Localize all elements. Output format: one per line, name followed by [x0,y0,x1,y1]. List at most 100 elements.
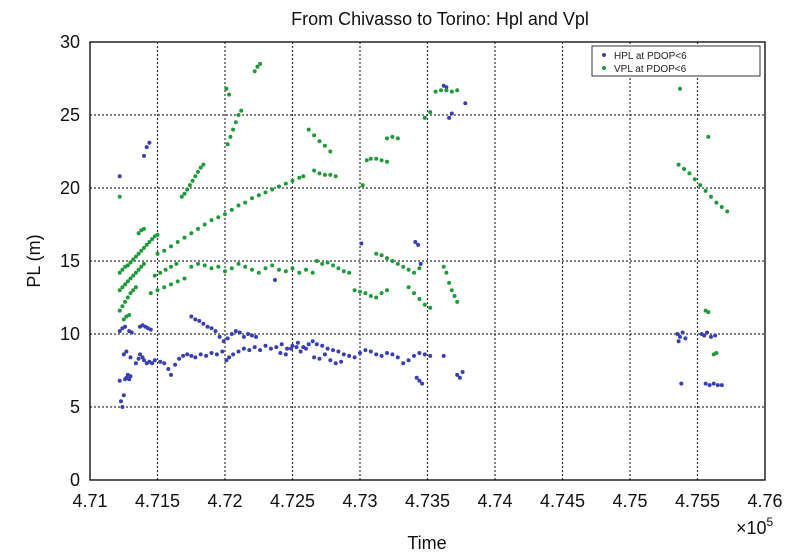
data-point [455,299,460,304]
data-point [169,264,173,269]
data-point [139,248,144,253]
data-point [128,291,133,296]
data-point [155,288,160,293]
data-point [711,381,716,386]
data-point [297,175,302,180]
data-point [705,330,709,335]
data-point [385,288,389,293]
data-point [120,267,125,272]
data-point [703,188,708,193]
data-point [412,291,416,296]
data-point [181,353,186,358]
data-point [139,264,144,269]
data-point [317,356,322,361]
data-point [125,263,130,268]
data-point [273,278,277,282]
data-point [444,85,449,90]
data-point [420,381,425,386]
data-point [214,352,219,357]
data-point [455,88,460,93]
y-axis-ticks: 0 5 10 15 20 25 30 [60,32,80,490]
data-point [246,332,250,336]
data-point [147,240,152,244]
data-point [229,266,234,271]
data-point [363,291,368,296]
data-point [364,158,369,163]
y-tick-label: 25 [60,105,80,125]
legend: HPL at PDOP<6 VPL at PDOP<6 [591,45,761,77]
data-point [197,318,202,323]
data-point [692,177,697,182]
data-point [117,174,122,179]
data-point [236,349,241,354]
data-point [395,355,400,360]
plot-frame [89,41,766,481]
data-point [182,235,187,240]
data-point [447,280,452,285]
data-point [428,305,433,310]
data-point [449,288,454,293]
data-point [444,270,449,275]
data-point [328,172,333,177]
data-point [196,261,200,266]
data-point [220,349,225,354]
series-hpl [117,83,724,409]
data-point [258,61,263,66]
data-point [128,374,133,379]
data-point [254,334,258,339]
data-point [196,226,200,231]
data-point [131,257,136,262]
data-point [125,295,130,300]
data-point [263,266,268,271]
data-point [306,127,311,132]
data-point [117,194,122,199]
data-point [290,266,295,271]
x-tick-label: 4.72 [207,491,242,511]
data-point [250,267,254,272]
data-point [312,168,317,173]
data-point [187,183,192,188]
data-point [325,260,330,265]
data-point [179,194,184,199]
data-point [142,153,146,158]
data-point [133,361,138,366]
data-point [295,340,300,345]
legend-label-vpl: VPL at PDOP<6 [614,64,687,75]
data-point [225,336,230,341]
x-tick-label: 4.745 [540,491,585,511]
y-tick-label: 5 [70,397,80,417]
data-point [363,348,368,353]
data-point [283,181,288,186]
data-point [117,329,122,334]
data-point [395,136,400,141]
data-point [250,196,254,201]
data-point [444,88,449,93]
data-point [152,358,157,363]
data-point [148,291,153,296]
data-point [252,69,257,74]
data-point [312,355,317,360]
data-point [379,353,384,358]
x-tick-label: 4.725 [270,491,315,511]
data-point [390,259,395,263]
data-point [414,375,419,380]
data-point [390,352,395,357]
data-point [133,254,138,259]
data-point [209,266,214,271]
x-tick-label: 4.755 [675,491,720,511]
data-point [360,183,365,188]
data-point [457,375,462,380]
data-point [417,378,422,383]
data-point [173,362,178,367]
data-point [202,222,207,227]
data-point [148,327,153,332]
data-point [289,346,294,351]
x-tick-label: 4.74 [477,491,512,511]
data-point [698,183,703,188]
data-point [277,267,281,272]
data-point [385,136,389,141]
data-point [406,358,411,363]
data-point [406,285,411,290]
data-point [395,261,400,266]
data-point [714,200,719,205]
